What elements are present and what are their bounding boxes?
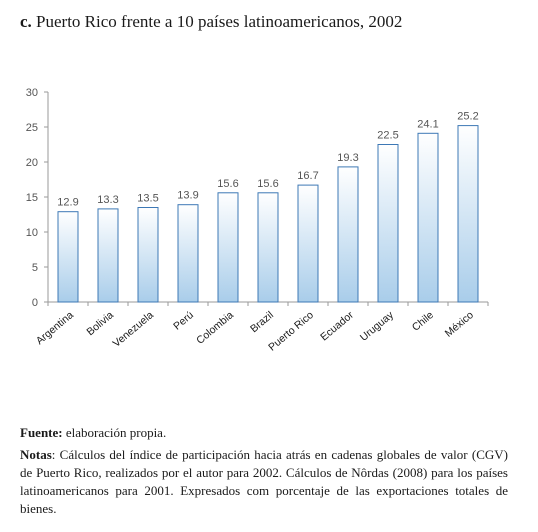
data-label: 24.1 [417,118,438,130]
data-label: 15.6 [217,178,238,190]
data-label: 13.9 [177,190,198,202]
bar [217,192,239,303]
data-label: 22.5 [377,130,398,142]
y-tick-label: 25 [26,122,38,134]
data-label: 19.3 [337,152,358,164]
data-label: 15.6 [257,178,278,190]
data-label: 13.5 [137,193,158,205]
bar [417,132,439,303]
bar [177,204,199,303]
source-label: Fuente: [20,425,63,440]
data-label: 16.7 [297,170,318,182]
y-tick-label: 20 [26,157,38,169]
x-category-label: Venezuela [111,309,156,350]
x-category-label: Uruguay [358,309,397,344]
y-tick-label: 10 [26,227,38,239]
bar [57,211,79,303]
y-tick-label: 5 [32,262,38,274]
bar [97,208,119,303]
notes-label: Notas [20,447,52,462]
y-tick-label: 0 [32,297,38,309]
x-category-label: Perú [171,309,196,333]
data-label: 13.3 [97,194,118,206]
source-note: Fuente: elaboración propia. [20,424,508,442]
x-category-label: Ecuador [318,309,356,344]
source-text: elaboración propia. [62,425,167,440]
data-label: 25.2 [457,111,478,123]
notes-paragraph: Notas: Cálculos del índice de participac… [20,446,508,518]
x-category-label: Chile [410,309,436,334]
chart-letter: c. [20,12,32,31]
bar [137,207,159,303]
y-tick-label: 15 [26,192,38,204]
x-category-label: Argentina [34,309,76,347]
chart-title: c. Puerto Rico frente a 10 países latino… [20,12,402,32]
x-category-label: Brazil [248,309,276,335]
x-category-label: México [443,309,476,340]
bar [337,166,359,303]
x-category-label: Bolivia [85,309,117,338]
chart-bars [57,125,479,303]
notes-text: : Cálculos del índice de participación h… [20,447,508,516]
data-label: 12.9 [57,197,78,209]
chart-axes: 0 5 10 15 20 25 30 [26,87,489,309]
x-category-label: Colombia [194,309,236,347]
y-tick-label: 30 [26,87,38,99]
bar [257,192,279,303]
chart-title-text: Puerto Rico frente a 10 países latinoame… [36,12,403,31]
bar-chart: 0 5 10 15 20 25 30 12.9 Argentina 13.3 Bolivia 13.… [26,87,489,354]
bar [377,144,399,303]
bar [297,184,319,303]
bar [457,125,479,303]
